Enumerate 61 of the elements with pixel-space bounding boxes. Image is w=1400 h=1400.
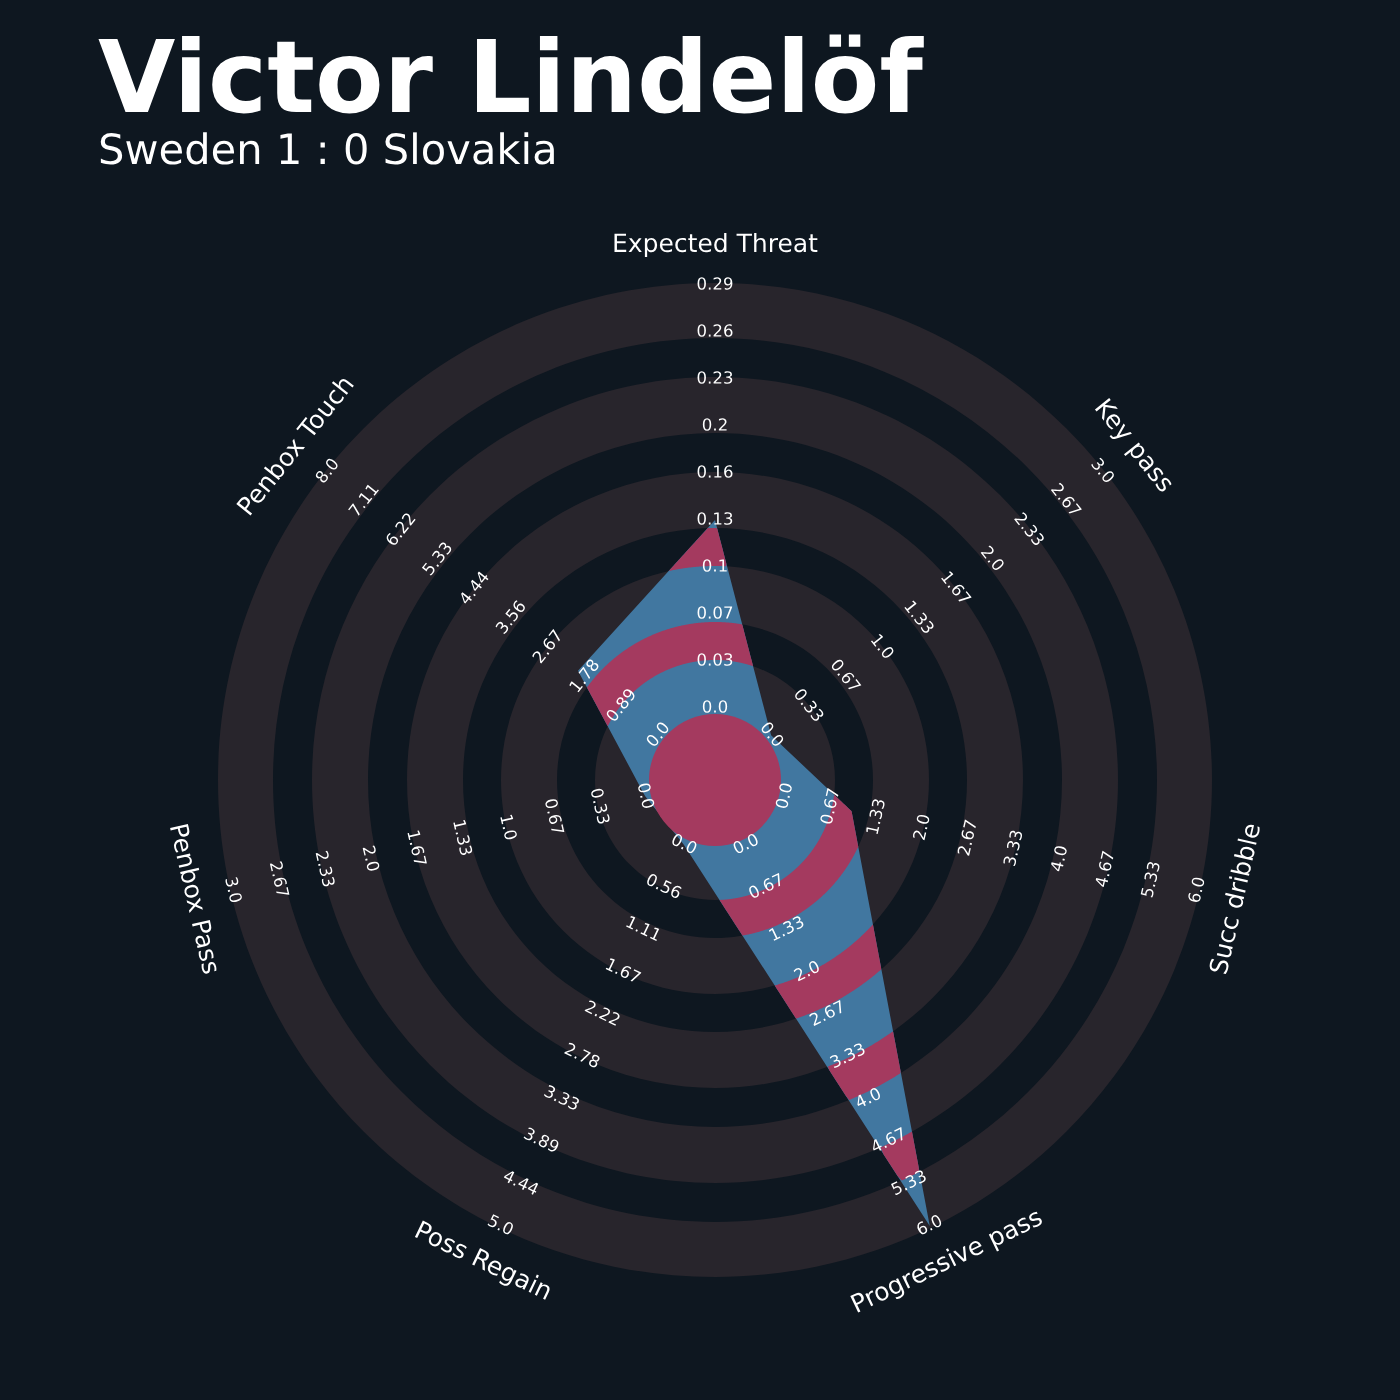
chart-title: Victor Lindelöf (98, 34, 924, 114)
text: 2.0 (793, 959, 821, 982)
text: 4.0 (854, 1086, 882, 1109)
text: 3.33 (543, 1084, 581, 1111)
text: 1.67 (605, 957, 642, 984)
text: 0.13 (697, 512, 733, 525)
text: 0.67 (747, 872, 785, 900)
text: 0.33 (590, 787, 611, 825)
text: 2.78 (564, 1042, 601, 1069)
text: 2.0 (912, 813, 931, 841)
spoke-label: Expected Threat (614, 232, 818, 258)
text: 0.29 (697, 277, 733, 290)
text: 1.33 (453, 819, 473, 856)
text: 3.33 (829, 1042, 866, 1069)
text: 0.0 (645, 720, 671, 748)
text: 0.03 (697, 653, 733, 666)
text: 1.11 (625, 915, 662, 942)
text: 0.0 (774, 782, 793, 809)
text: 4.67 (869, 1126, 907, 1154)
spoke-label: Succ dribble (1207, 822, 1261, 975)
text: 5.0 (487, 1213, 515, 1236)
text: 2.67 (957, 819, 978, 856)
text: 2.33 (315, 850, 336, 888)
text: 1.0 (500, 814, 518, 841)
text: 4.0 (1049, 845, 1068, 872)
spoke-label: Penbox Pass (169, 823, 223, 975)
text: 6.0 (915, 1213, 943, 1236)
text: 0.26 (697, 324, 733, 337)
text: 0.23 (697, 371, 733, 384)
text: 3.33 (1002, 829, 1023, 867)
text: 5.33 (890, 1169, 927, 1196)
text: 0.1 (702, 559, 727, 572)
text: 0.0 (637, 782, 656, 809)
text: 0.16 (697, 465, 733, 478)
text: 8.0 (314, 457, 340, 484)
text: 2.67 (269, 861, 290, 898)
text: 0.67 (544, 798, 565, 835)
text: 2.0 (980, 545, 1006, 572)
text: 0.0 (731, 832, 760, 855)
text: 0.07 (697, 606, 733, 619)
text: 0.0 (702, 700, 728, 713)
text: 1.67 (407, 830, 428, 867)
text: 0.0 (759, 720, 785, 748)
text: 2.0 (362, 845, 381, 872)
text: 6.0 (1187, 876, 1206, 904)
text: 1.33 (768, 915, 805, 942)
chart-subtitle: Sweden 1 : 0 Slovakia (100, 132, 554, 165)
text: 2.22 (584, 999, 621, 1026)
text: 2.67 (808, 999, 846, 1027)
text: 0.56 (645, 872, 683, 900)
text: 5.33 (1140, 861, 1161, 898)
text: 1.0 (870, 633, 896, 660)
text: 1.33 (865, 798, 886, 835)
text: 4.67 (1094, 850, 1115, 888)
text: 3.0 (225, 876, 243, 904)
text: 3.89 (523, 1126, 561, 1154)
text: 4.44 (502, 1169, 540, 1196)
text: 0.2 (702, 418, 727, 431)
text: 0.0 (670, 832, 699, 855)
text: 3.0 (1090, 457, 1116, 484)
text: 0.67 (819, 788, 840, 825)
